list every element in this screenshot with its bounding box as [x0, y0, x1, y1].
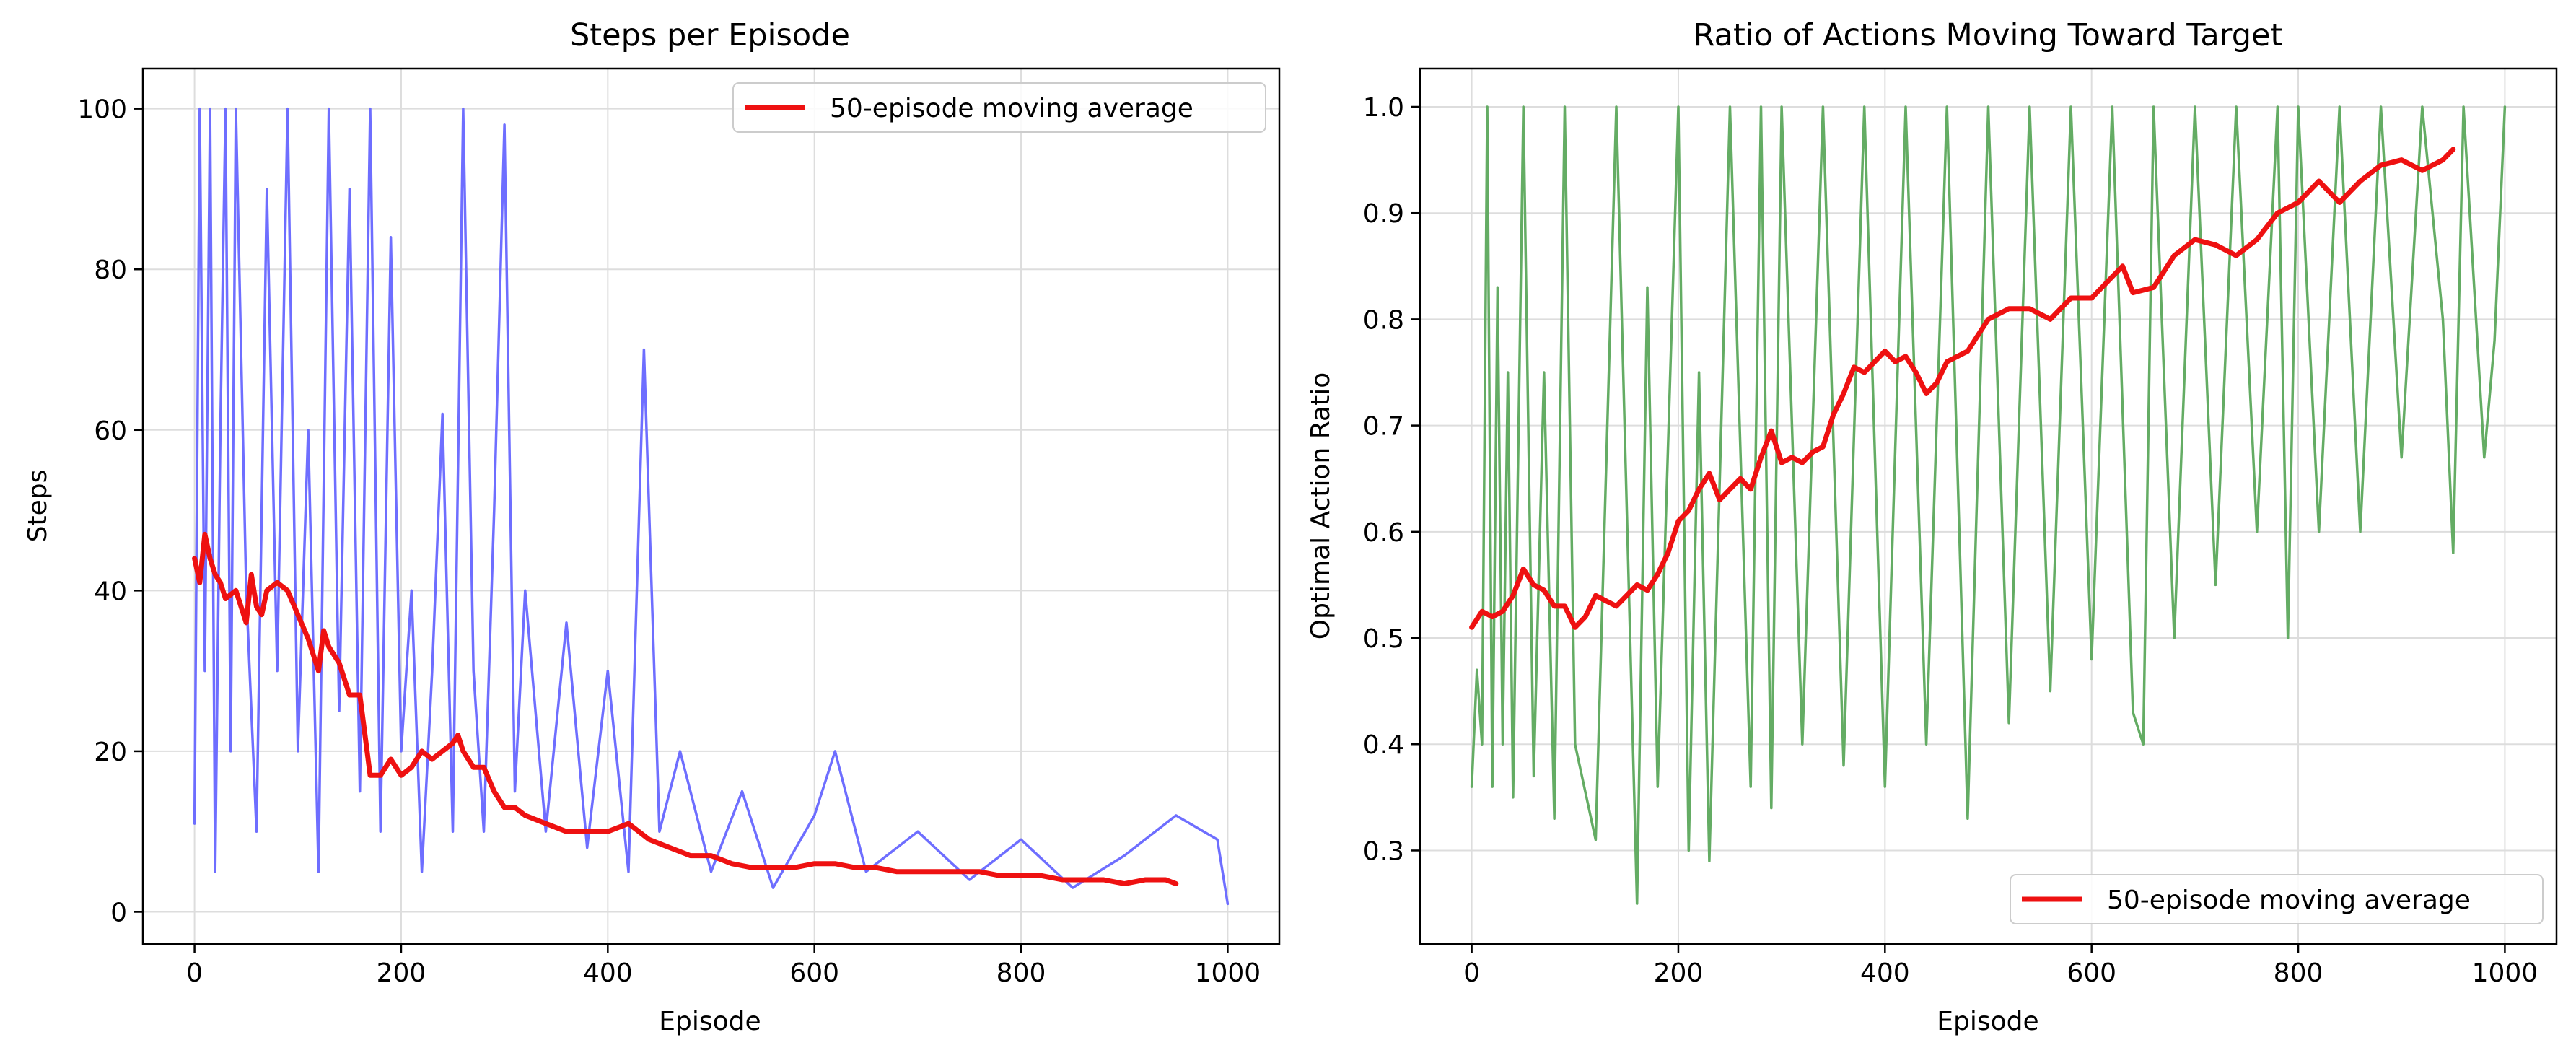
- ratio-panel: Ratio of Actions Moving Toward Target 0 2…: [1306, 17, 2558, 1036]
- ratio-y-tick-label: 0.3: [1363, 836, 1404, 866]
- steps-x-axis-label: Episode: [659, 1007, 761, 1036]
- ratio-x-tick-label: 200: [1654, 958, 1704, 988]
- ratio-y-tick-label: 0.9: [1363, 199, 1404, 229]
- ratio-x-tick-label: 1000: [2472, 958, 2538, 988]
- steps-raw-series-line: [193, 107, 1230, 906]
- ratio-y-tick-label: 1.0: [1363, 93, 1404, 123]
- ratio-legend-label: 50-episode moving average: [2107, 886, 2471, 915]
- ratio-axes-frame: [1419, 67, 2558, 945]
- ratio-series-layer: [1469, 105, 2507, 905]
- steps-panel-title: Steps per Episode: [570, 17, 850, 53]
- steps-x-tick-label: 800: [996, 958, 1046, 988]
- steps-legend-box: [732, 82, 1266, 133]
- steps-y-ticks: 0 20 40 60 80 100: [77, 95, 143, 927]
- steps-y-tick-label: 40: [94, 577, 127, 606]
- steps-legend: 50-episode moving average: [732, 82, 1266, 133]
- steps-series-layer: [192, 107, 1230, 906]
- steps-x-tick-label: 0: [186, 958, 203, 988]
- ratio-y-axis-label: Optimal Action Ratio: [1306, 372, 1336, 640]
- steps-legend-label: 50-episode moving average: [830, 94, 1193, 123]
- ratio-x-tick-label: 400: [1860, 958, 1910, 988]
- steps-x-tick-label: 400: [583, 958, 633, 988]
- ratio-legend-box: [2010, 874, 2544, 924]
- ratio-y-tick-label: 0.6: [1363, 518, 1404, 548]
- steps-grid: [143, 69, 1279, 944]
- ratio-y-tick-label: 0.7: [1363, 412, 1404, 442]
- steps-x-tick-label: 1000: [1195, 958, 1261, 988]
- ratio-panel-title: Ratio of Actions Moving Toward Target: [1694, 17, 2283, 53]
- ratio-y-tick-label: 0.8: [1363, 305, 1404, 335]
- ratio-legend: 50-episode moving average: [2010, 874, 2544, 924]
- ratio-y-tick-label: 0.5: [1363, 624, 1404, 654]
- ratio-x-tick-label: 800: [2274, 958, 2323, 988]
- steps-y-tick-label: 60: [94, 416, 127, 446]
- steps-x-tick-label: 200: [377, 958, 426, 988]
- ratio-moving-average-line: [1469, 147, 2456, 630]
- ratio-x-axis-label: Episode: [1937, 1007, 2038, 1036]
- steps-y-tick-label: 0: [110, 898, 127, 927]
- ratio-x-ticks: 0 200 400 600 800 1000: [1463, 944, 2538, 988]
- steps-panel: Steps per Episode 0 200 400 600 800 1000 0 20 4…: [23, 17, 1281, 1036]
- ratio-y-tick-label: 0.4: [1363, 730, 1404, 760]
- steps-y-tick-label: 80: [94, 255, 127, 285]
- ratio-x-tick-label: 600: [2067, 958, 2116, 988]
- steps-y-axis-label: Steps: [23, 470, 53, 543]
- steps-y-tick-label: 20: [94, 738, 127, 767]
- ratio-raw-series-line: [1470, 105, 2507, 905]
- ratio-y-ticks: 0.3 0.4 0.5 0.6 0.7 0.8 0.9 1.0: [1363, 93, 1420, 866]
- steps-moving-average-line: [192, 531, 1179, 886]
- steps-y-tick-label: 100: [77, 95, 127, 125]
- ratio-x-tick-label: 0: [1463, 958, 1480, 988]
- steps-x-tick-label: 600: [789, 958, 839, 988]
- steps-axes-frame: [141, 67, 1281, 945]
- steps-x-ticks: 0 200 400 600 800 1000: [186, 944, 1261, 988]
